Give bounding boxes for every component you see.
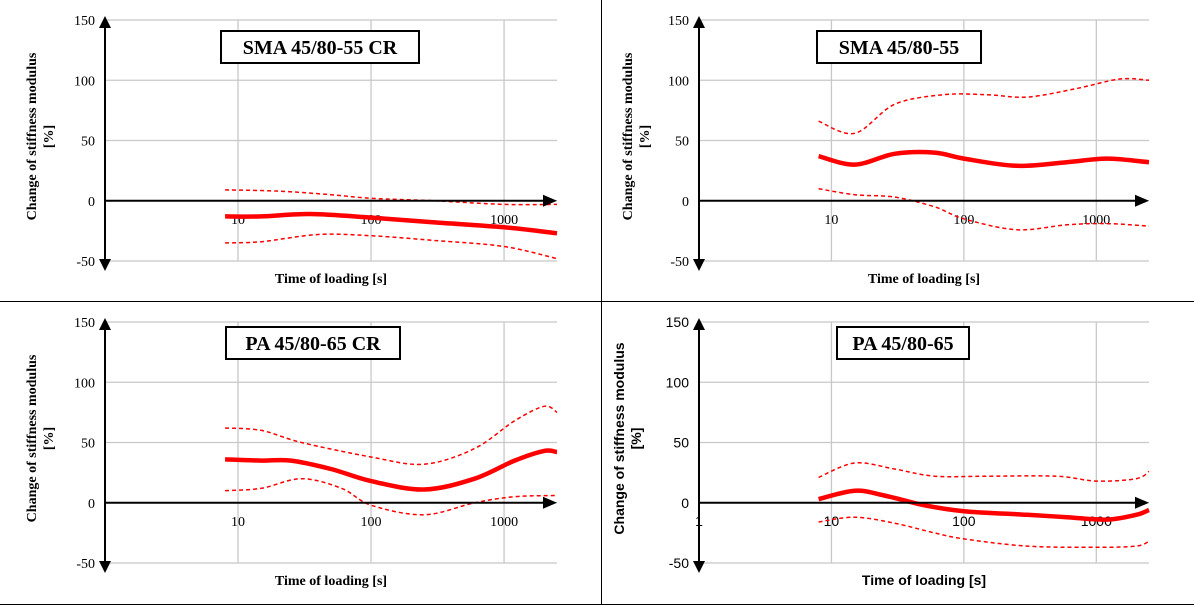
x-axis-arrow — [1135, 194, 1149, 207]
y-axis-up-arrow — [693, 16, 705, 28]
y-axis-up-arrow — [99, 16, 111, 28]
y-tick-label: 100 — [666, 374, 690, 390]
y-tick-label: -50 — [76, 557, 95, 572]
chart-title: SMA 45/80-55 CR — [243, 37, 398, 59]
x-axis-label: Time of loading [s] — [868, 272, 980, 287]
y-axis-down-arrow — [693, 259, 705, 271]
x-tick-label: 100 — [952, 513, 976, 529]
y-tick-label: -50 — [76, 255, 95, 270]
y-tick-label: 50 — [675, 135, 689, 150]
x-axis-label: Time of loading [s] — [275, 574, 387, 589]
y-axis-up-arrow — [99, 318, 111, 330]
y-axis-label: Change of stiffness modulus[%] — [611, 342, 644, 534]
y-tick-label: -50 — [669, 555, 689, 571]
series-mean — [225, 448, 558, 492]
y-tick-label: 150 — [668, 14, 689, 29]
x-axis-arrow — [543, 496, 557, 509]
chart-title: SMA 45/80-55 — [839, 37, 960, 59]
chart-title: PA 45/80-65 CR — [245, 333, 381, 355]
chart-panel-pa-cr: 150 100 50 0 -50 10 100 1000 PA 45/80-65 CR Time … — [0, 302, 602, 605]
y-tick-label: 100 — [668, 74, 689, 89]
x-axis-label: Time of loading [s] — [275, 272, 387, 287]
chart-panel-sma: 150 100 50 0 -50 10 100 1000 SMA 45/80-55 Time of… — [602, 0, 1194, 302]
x-axis-arrow — [543, 194, 557, 207]
series-mean — [225, 211, 558, 236]
series-lower-bound — [225, 233, 558, 260]
y-tick-label: 50 — [673, 435, 689, 451]
series-mean — [818, 488, 1150, 522]
x-tick-label: 1000 — [1082, 213, 1110, 228]
chart-panel-sma-cr: 150 100 50 0 -50 10 100 1000 SMA 45/80-55 CR Time… — [0, 0, 602, 302]
chart-title-box — [836, 326, 970, 360]
chart-title-box — [816, 30, 982, 64]
y-tick-label: 0 — [682, 195, 689, 210]
x-tick-label: 1000 — [490, 515, 518, 530]
x-tick-label: 10 — [824, 513, 840, 529]
x-tick-label: 100 — [361, 515, 382, 530]
series-upper-bound — [818, 462, 1150, 482]
x-tick-label: 10 — [824, 213, 838, 228]
series-upper-bound — [818, 77, 1150, 135]
y-tick-label: 0 — [88, 497, 95, 512]
y-axis-down-arrow — [99, 259, 111, 271]
y-tick-label: 0 — [681, 495, 689, 511]
series-upper-bound — [225, 189, 558, 206]
y-tick-label: 50 — [81, 135, 95, 150]
y-tick-label: 100 — [74, 74, 95, 89]
y-tick-label: 150 — [74, 316, 95, 331]
y-axis-label: Change of stiffness modulus[%] — [25, 52, 57, 220]
y-axis-down-arrow — [99, 561, 111, 573]
y-tick-label: 100 — [74, 376, 95, 391]
chart-title-box — [220, 30, 420, 64]
x-axis-arrow — [1135, 496, 1149, 509]
y-tick-label: 0 — [88, 195, 95, 210]
chart-svg: 150 100 50 0 -50 10 100 1000 PA 45/80-65 CR Time … — [25, 316, 558, 589]
y-axis-down-arrow — [693, 561, 705, 573]
series-lower-bound — [818, 516, 1150, 549]
series-mean — [818, 149, 1150, 169]
y-tick-label: 150 — [666, 314, 690, 330]
y-tick-label: 50 — [81, 437, 95, 452]
x-tick-label: 1000 — [490, 213, 518, 228]
y-axis-label: Change of stiffness modulus[%] — [25, 354, 57, 522]
y-axis-up-arrow — [693, 318, 705, 330]
x-tick-label: 10 — [231, 515, 245, 530]
series-lower-bound — [818, 187, 1150, 231]
y-axis-label: Change of stiffness modulus[%] — [621, 52, 653, 220]
series-upper-bound — [225, 405, 558, 466]
series-lower-bound — [225, 477, 558, 516]
y-tick-label: -50 — [670, 255, 689, 270]
chart-title: PA 45/80-65 — [852, 333, 953, 355]
chart-title-box — [225, 326, 401, 360]
y-tick-label: 150 — [74, 14, 95, 29]
x-axis-label: Time of loading [s] — [862, 572, 986, 588]
